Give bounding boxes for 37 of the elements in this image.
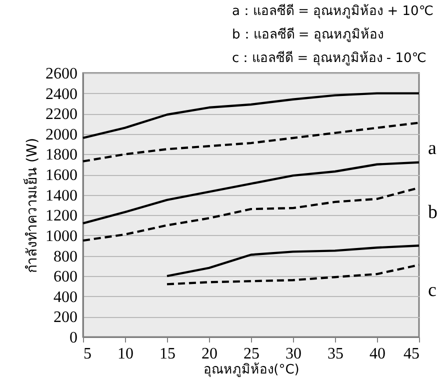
y-tick-label: 1000 [46,228,78,245]
text: a [428,138,437,159]
x-tick-label: 20 [202,346,218,362]
y-tick-label: 1600 [46,167,78,184]
x-tick-label: 15 [160,346,176,362]
x-tick-label: 5 [84,346,92,362]
line-series [166,264,420,286]
y-tick-label: 1800 [46,146,78,164]
x-tick-label: 35 [328,346,344,362]
x-tick-label: 40 [370,346,386,362]
text: c [428,280,436,301]
y-tick-label: 0 [70,330,78,346]
y-tick-label: 1400 [46,187,78,204]
text: b：แอลซีดี = อุณหภูมิห้อง [232,26,384,42]
text: a：แอลซีดี = อุณหภูมิห้อง + 10℃ [232,3,434,19]
y-tick-label: 800 [54,248,78,266]
y-tick-label: 2000 [46,126,78,144]
line-series [82,186,420,242]
x-tick-label: 25 [244,346,260,362]
y-tick-label: 200 [54,309,78,326]
text: c：แอลซีดี = อุณหภูมิห้อง - 10℃ [232,50,426,66]
y-tick-label: 2200 [46,106,78,124]
y-tick-label: 400 [54,288,78,306]
x-tick-label: 10 [118,346,134,362]
line-series [82,161,420,224]
y-axis-title: กำลังทำความเย็น (W) [22,138,40,274]
y-tick-label: 2600 [46,66,78,82]
text: b [428,202,438,223]
y-tick-label: 2400 [46,86,78,103]
y-tick-label: 600 [54,268,78,286]
x-axis-title: อุณหภูมิห้อง(°C) [204,362,300,378]
y-tick-label: 1200 [46,208,78,225]
line-series [166,244,420,278]
x-tick-label: 30 [286,346,302,362]
x-tick-label: 45 [404,346,420,362]
line-series [82,122,420,162]
line-series [82,92,420,140]
